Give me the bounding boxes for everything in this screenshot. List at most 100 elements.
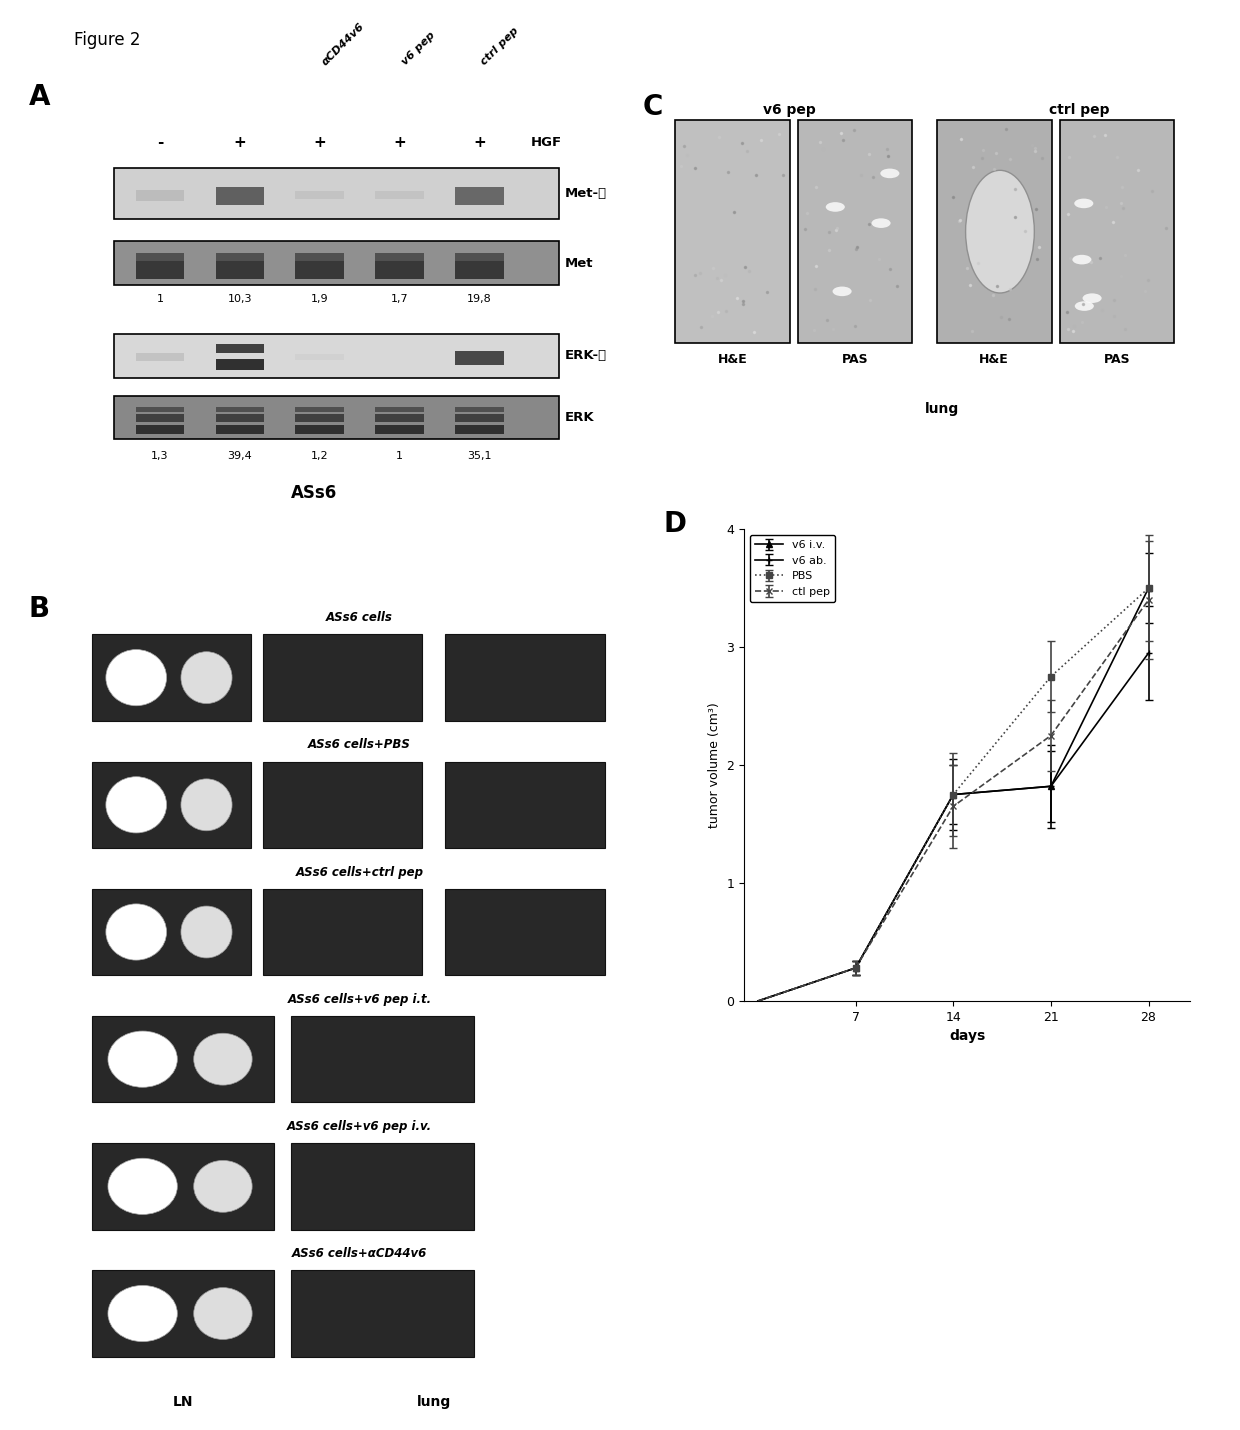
Bar [263, 635, 423, 721]
Bar [455, 415, 503, 422]
Bar [455, 408, 503, 412]
Bar [295, 253, 343, 260]
Ellipse shape [108, 1286, 177, 1341]
Bar [92, 635, 252, 721]
Ellipse shape [193, 1034, 252, 1085]
Bar [295, 353, 343, 360]
Ellipse shape [105, 904, 166, 960]
Bar [455, 425, 503, 435]
Bar [376, 192, 424, 199]
Text: ERK-Ⓩ: ERK-Ⓩ [565, 349, 608, 362]
Text: H&E: H&E [980, 353, 1009, 366]
Text: 10,3: 10,3 [228, 295, 252, 305]
Bar [295, 415, 343, 422]
Text: ASs6 cells: ASs6 cells [326, 611, 393, 623]
Bar [295, 425, 343, 435]
Bar [135, 190, 185, 202]
Bar [135, 408, 185, 412]
Bar [216, 345, 264, 353]
Bar [263, 762, 423, 848]
Ellipse shape [832, 286, 852, 296]
Text: lung: lung [925, 402, 960, 416]
Text: H&E: H&E [718, 353, 748, 366]
Text: v6 pep: v6 pep [399, 30, 436, 67]
Bar [114, 333, 559, 378]
Ellipse shape [1075, 302, 1094, 310]
Text: 35,1: 35,1 [467, 450, 491, 460]
Bar [295, 253, 343, 279]
Text: +: + [472, 134, 486, 150]
Text: ASs6 cells+αCD44v6: ASs6 cells+αCD44v6 [291, 1247, 428, 1260]
Bar [216, 253, 264, 260]
Y-axis label: tumor volume (cm³): tumor volume (cm³) [708, 702, 720, 828]
Text: ctrl pep: ctrl pep [480, 26, 521, 67]
Ellipse shape [108, 1158, 177, 1214]
Ellipse shape [193, 1287, 252, 1340]
Bar [376, 415, 424, 422]
Text: Met: Met [565, 256, 594, 270]
Text: ASs6 cells+ctrl pep: ASs6 cells+ctrl pep [295, 865, 424, 878]
Text: ASs6 cells+PBS: ASs6 cells+PBS [309, 738, 410, 751]
Ellipse shape [1083, 293, 1101, 303]
Ellipse shape [105, 776, 166, 832]
Bar [216, 425, 264, 435]
Text: PAS: PAS [1104, 353, 1131, 366]
Text: LN: LN [172, 1396, 193, 1409]
Bar [295, 192, 343, 199]
Bar [675, 120, 790, 343]
Bar [135, 425, 185, 435]
Text: HGF: HGF [531, 136, 562, 149]
Text: 1,3: 1,3 [151, 450, 169, 460]
Bar [445, 889, 605, 975]
Bar [135, 253, 185, 260]
Bar [114, 396, 559, 439]
Text: αCD44v6: αCD44v6 [320, 21, 366, 67]
Bar [92, 889, 252, 975]
Text: 1: 1 [396, 450, 403, 460]
Ellipse shape [872, 219, 890, 227]
Bar [92, 1015, 274, 1103]
Bar [216, 253, 264, 279]
Ellipse shape [181, 907, 232, 958]
Text: v6 pep: v6 pep [764, 103, 816, 117]
Ellipse shape [105, 649, 166, 706]
Legend: v6 i.v., v6 ab., PBS, ctl pep: v6 i.v., v6 ab., PBS, ctl pep [749, 535, 836, 602]
Bar [1060, 120, 1174, 343]
Ellipse shape [966, 170, 1034, 293]
Bar [92, 762, 252, 848]
Text: ERK: ERK [565, 410, 594, 425]
Ellipse shape [880, 169, 899, 179]
Bar [114, 242, 559, 285]
Bar [376, 253, 424, 279]
Text: PAS: PAS [842, 353, 868, 366]
Bar [291, 1270, 474, 1357]
Ellipse shape [1073, 255, 1091, 265]
Text: 1,7: 1,7 [391, 295, 408, 305]
Bar [216, 408, 264, 412]
Bar [216, 415, 264, 422]
Bar [92, 1143, 274, 1230]
Text: +: + [314, 134, 326, 150]
Bar [937, 120, 1052, 343]
Text: ctrl pep: ctrl pep [1049, 103, 1109, 117]
Text: D: D [663, 511, 687, 538]
Text: 19,8: 19,8 [467, 295, 492, 305]
Bar [291, 1015, 474, 1103]
Bar [295, 408, 343, 412]
Text: ASs6 cells+v6 pep i.v.: ASs6 cells+v6 pep i.v. [286, 1120, 433, 1133]
Bar [135, 253, 185, 279]
Ellipse shape [1074, 199, 1094, 209]
X-axis label: days: days [949, 1030, 986, 1044]
Bar [216, 187, 264, 204]
Text: ASs6: ASs6 [291, 485, 337, 502]
Bar [455, 253, 503, 279]
Text: C: C [642, 93, 662, 120]
Text: 1: 1 [156, 295, 164, 305]
Text: ASs6 cells+v6 pep i.t.: ASs6 cells+v6 pep i.t. [288, 992, 432, 1005]
Text: Figure 2: Figure 2 [74, 31, 141, 50]
Bar [291, 1143, 474, 1230]
Bar [135, 415, 185, 422]
Bar [376, 253, 424, 260]
Bar [445, 635, 605, 721]
Text: +: + [393, 134, 405, 150]
